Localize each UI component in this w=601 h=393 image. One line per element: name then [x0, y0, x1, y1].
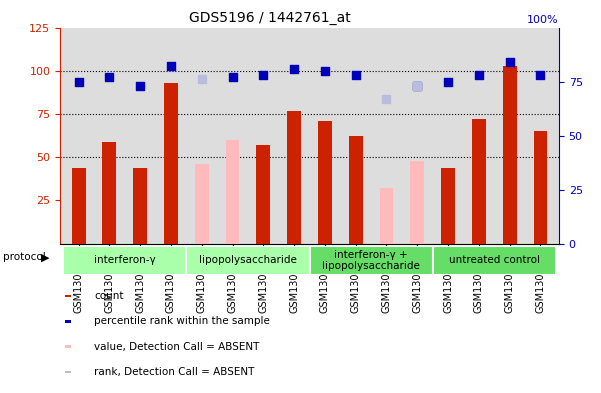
Text: 100%: 100% [527, 15, 559, 25]
Bar [72, 167, 85, 244]
Point [135, 83, 145, 89]
Text: value, Detection Call = ABSENT: value, Detection Call = ABSENT [94, 342, 260, 352]
Text: percentile rank within the sample: percentile rank within the sample [94, 316, 270, 327]
Bar [534, 131, 548, 244]
Title: GDS5196 / 1442761_at: GDS5196 / 1442761_at [189, 11, 350, 25]
Text: ▶: ▶ [41, 252, 49, 263]
Point [535, 72, 545, 78]
Text: protocol: protocol [3, 252, 46, 263]
Point [105, 74, 114, 80]
Bar [66, 371, 71, 373]
Point [412, 83, 422, 89]
Point [351, 72, 361, 78]
Bar [472, 119, 486, 244]
Bar [133, 167, 147, 244]
Bar [433, 246, 556, 275]
Bar [66, 295, 71, 298]
Bar [225, 140, 239, 244]
Text: rank, Detection Call = ABSENT: rank, Detection Call = ABSENT [94, 367, 255, 377]
Point [166, 63, 175, 70]
Text: untreated control: untreated control [449, 255, 540, 265]
Point [289, 65, 299, 72]
Bar [186, 246, 310, 275]
Point [74, 78, 84, 84]
Bar [63, 246, 186, 275]
Bar [66, 345, 71, 348]
Bar [164, 83, 178, 244]
Bar [257, 145, 270, 244]
Point [382, 95, 391, 102]
Text: lipopolysaccharide: lipopolysaccharide [199, 255, 297, 265]
Text: count: count [94, 291, 124, 301]
Bar [349, 136, 362, 244]
Bar [380, 188, 394, 244]
Point [444, 78, 453, 84]
Bar [66, 320, 71, 323]
Bar [441, 167, 455, 244]
Bar [102, 141, 117, 244]
Bar [318, 121, 332, 244]
Point [258, 72, 268, 78]
Point [197, 76, 207, 83]
Text: interferon-γ +
lipopolysaccharide: interferon-γ + lipopolysaccharide [322, 250, 420, 271]
Point [320, 68, 330, 74]
Point [412, 83, 422, 89]
Bar [287, 110, 301, 244]
Bar [195, 164, 209, 244]
Bar [410, 161, 424, 244]
Bar [502, 66, 517, 244]
Text: interferon-γ: interferon-γ [94, 255, 156, 265]
Point [474, 72, 484, 78]
Point [505, 59, 514, 65]
Point [228, 74, 237, 80]
Bar [310, 246, 433, 275]
